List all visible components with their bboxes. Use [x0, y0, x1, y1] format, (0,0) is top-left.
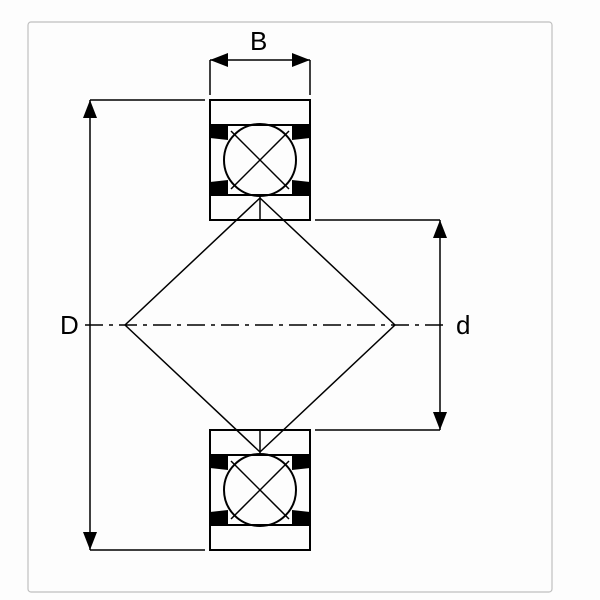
label-width: B	[250, 26, 267, 56]
label-outer-diameter: D	[60, 310, 79, 340]
bearing-diagram: D d B	[0, 0, 600, 600]
label-inner-diameter: d	[456, 310, 470, 340]
